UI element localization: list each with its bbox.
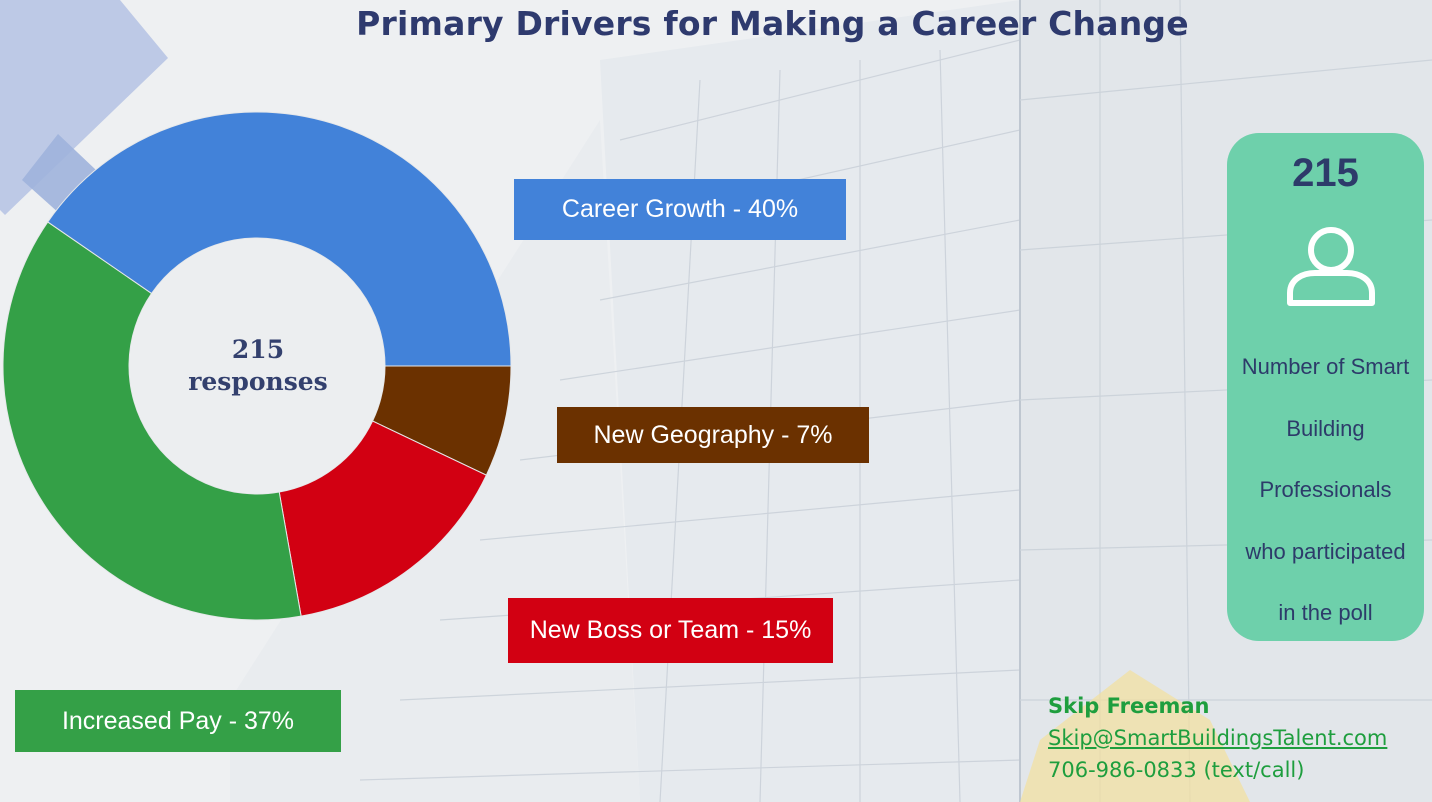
center-unit: responses: [188, 367, 328, 396]
label-increased-pay: Increased Pay - 37%: [15, 690, 341, 752]
chart-title: Primary Drivers for Making a Career Chan…: [356, 4, 1189, 43]
description-line: Professionals: [1259, 477, 1392, 502]
participants-count: 215: [1292, 151, 1359, 195]
participants-card: 215 Number of Smart Building Professiona…: [1227, 133, 1424, 641]
description-line: Number of Smart: [1241, 354, 1410, 379]
contact-block: Skip Freeman Skip@SmartBuildingsTalent.c…: [1048, 690, 1387, 786]
donut-chart: [2, 111, 512, 621]
center-count: 215: [231, 335, 285, 364]
label-new-geography: New Geography - 7%: [557, 407, 869, 463]
person-icon: [1287, 227, 1375, 306]
label-career-growth: Career Growth - 40%: [514, 179, 846, 240]
contact-phone: 706-986-0833 (text/call): [1048, 758, 1305, 782]
contact-email-link[interactable]: Skip@SmartBuildingsTalent.com: [1048, 726, 1388, 750]
donut-slice-increased-pay: [2, 221, 302, 621]
participants-description: Number of Smart Building Professionals w…: [1227, 336, 1424, 644]
donut-center-label: 215 responses: [148, 334, 368, 398]
label-new-boss-or-team: New Boss or Team - 15%: [508, 598, 833, 663]
contact-name: Skip Freeman: [1048, 694, 1210, 718]
donut-hole: [130, 239, 384, 493]
description-line: who participated: [1245, 538, 1406, 564]
description-line: Building: [1286, 415, 1365, 441]
description-line: in the poll: [1278, 600, 1373, 625]
donut-slice-new-boss-or-team: [278, 420, 488, 617]
donut-slice-career-growth: [47, 111, 512, 367]
